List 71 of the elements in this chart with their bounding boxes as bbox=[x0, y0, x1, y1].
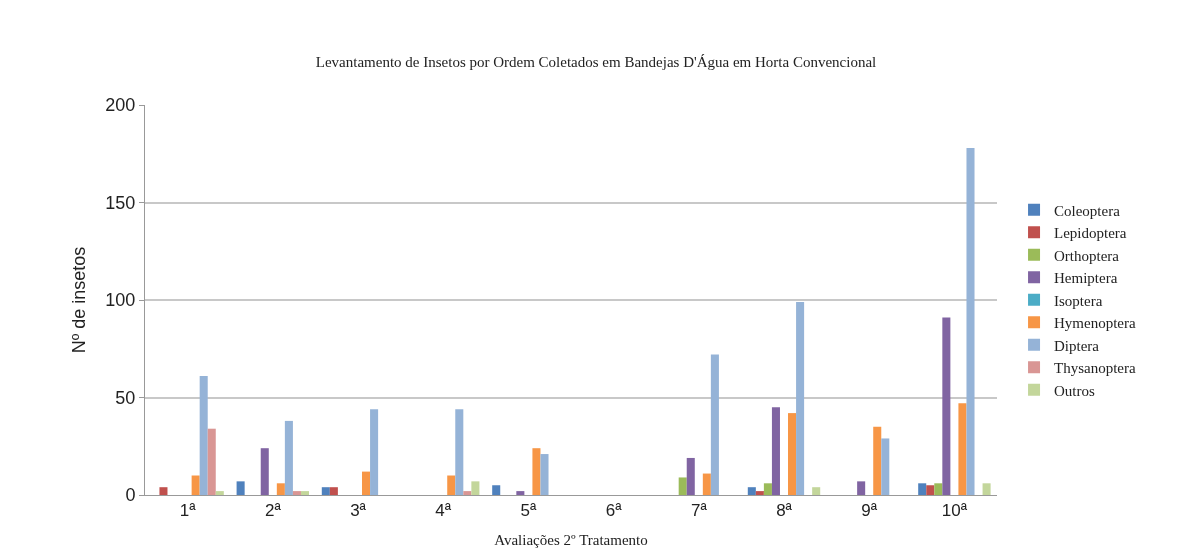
bar bbox=[492, 485, 501, 495]
legend-label: Hemiptera bbox=[1054, 270, 1118, 287]
x-axis-title: Avaliações 2º Tratamento bbox=[494, 532, 648, 549]
bar bbox=[918, 483, 927, 495]
x-tick-label: 10ª bbox=[941, 501, 968, 521]
bar bbox=[215, 491, 224, 495]
bar bbox=[329, 487, 338, 495]
bar bbox=[710, 354, 719, 495]
bar bbox=[199, 376, 208, 495]
bar bbox=[966, 147, 975, 495]
bar bbox=[236, 481, 245, 495]
legend-label: Coleoptera bbox=[1054, 202, 1121, 219]
bar bbox=[471, 481, 480, 495]
legend-label: Lepidoptera bbox=[1054, 225, 1127, 242]
bar bbox=[284, 420, 293, 495]
bar bbox=[934, 483, 943, 495]
legend-label: Isoptera bbox=[1054, 292, 1103, 309]
bar bbox=[260, 448, 269, 495]
bar bbox=[812, 487, 821, 495]
x-tick-label: 6ª bbox=[605, 501, 623, 521]
x-tick-label: 2ª bbox=[264, 501, 282, 521]
bar bbox=[881, 438, 890, 495]
bar bbox=[463, 491, 472, 495]
bar bbox=[292, 491, 301, 495]
bar bbox=[532, 448, 541, 495]
x-tick-label: 3ª bbox=[350, 501, 367, 521]
y-axis-title: Nº de insetos bbox=[68, 246, 89, 354]
y-tick-label: 100 bbox=[105, 290, 136, 311]
bar bbox=[942, 317, 951, 495]
x-tick-label: 7ª bbox=[690, 501, 708, 521]
x-tick-label: 8ª bbox=[776, 501, 793, 521]
bar bbox=[191, 475, 200, 495]
bar bbox=[857, 481, 866, 495]
legend-label: Thysanoptera bbox=[1054, 360, 1137, 377]
legend-label: Orthoptera bbox=[1054, 247, 1120, 264]
bar bbox=[788, 413, 797, 495]
y-tick-label: 200 bbox=[105, 95, 136, 116]
bar bbox=[796, 301, 805, 495]
bar bbox=[540, 454, 549, 495]
x-tick-label: 1ª bbox=[179, 501, 197, 521]
bar bbox=[362, 471, 371, 495]
bar bbox=[926, 485, 935, 495]
bar bbox=[321, 487, 330, 495]
x-tick-label: 4ª bbox=[435, 501, 452, 521]
legend-label: Diptera bbox=[1054, 337, 1100, 354]
bar bbox=[771, 407, 780, 495]
legend-label: Outros bbox=[1054, 382, 1096, 399]
chart-title: Levantamento de Insetos por Ordem Coletados em Bandejas D'Água em Horta Convencional bbox=[315, 53, 877, 70]
bar bbox=[958, 403, 967, 495]
bar bbox=[763, 483, 772, 495]
x-tick-label: 9ª bbox=[861, 501, 878, 521]
y-tick-label: 0 bbox=[125, 485, 136, 506]
bar bbox=[455, 409, 464, 495]
y-tick-label: 50 bbox=[115, 387, 136, 408]
bar bbox=[207, 428, 216, 495]
bar bbox=[686, 457, 695, 495]
bar bbox=[370, 409, 379, 495]
bar bbox=[702, 473, 711, 495]
bar bbox=[747, 487, 756, 495]
legend-label: Hymenoptera bbox=[1054, 315, 1137, 332]
bar bbox=[755, 491, 764, 495]
bar bbox=[276, 483, 285, 495]
x-tick-label: 5ª bbox=[520, 501, 537, 521]
bar bbox=[447, 475, 456, 495]
bar bbox=[516, 491, 525, 495]
bar bbox=[678, 477, 687, 495]
bar bbox=[873, 426, 882, 495]
bar bbox=[159, 487, 168, 495]
bar bbox=[982, 483, 991, 495]
y-tick-label: 150 bbox=[105, 192, 136, 213]
bar bbox=[300, 491, 310, 495]
